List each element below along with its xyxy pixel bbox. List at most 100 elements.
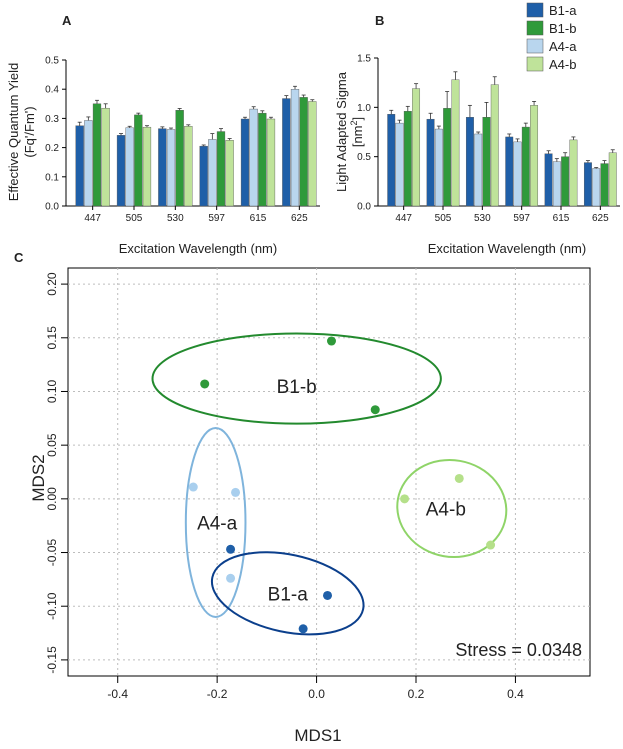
panel-b-xtick-label: 625	[592, 213, 609, 224]
panel-c-xtick-label: 0.0	[308, 687, 325, 701]
panel-a-bar-b1-b-625	[299, 97, 308, 207]
panel-c-xtick-label: 0.2	[408, 687, 425, 701]
ellipse-b1-b	[151, 332, 442, 425]
group-label-b1-a: B1-a	[268, 584, 309, 605]
point-b1-a-1	[226, 544, 236, 554]
panel-c-mds-plot: -0.4 -0.2 0.0 0.2 0.4 -0.15 -0.10 -0.05 0.00 0.05…	[45, 267, 591, 701]
group-label-a4-a: A4-a	[197, 513, 238, 534]
panel-b-bar-a4-b-615	[569, 139, 578, 207]
panel-c-ylabel: MDS2	[29, 454, 48, 501]
panel-c-xtick-label: -0.2	[207, 687, 228, 701]
panel-c-ytick-label: 0.00	[45, 487, 59, 511]
panel-b-bar-b1-b-597	[521, 126, 530, 207]
point-a4-a-2	[231, 487, 241, 497]
panel-c-ytick-label: 0.10	[45, 379, 59, 403]
panel-b-bar-a4-a-625	[592, 168, 601, 207]
legend: B1-a B1-b A4-a A4-b	[526, 2, 577, 72]
panel-a-ylabel-line2: (Fq'/Fm')	[22, 106, 37, 157]
panel-a-ytick-label: 0.2	[45, 143, 59, 154]
panel-b-ylabel-line2: [nm2]	[349, 117, 365, 147]
panel-a-bar-a4-a-625	[290, 88, 300, 207]
legend-label-b1-b: B1-b	[549, 21, 576, 36]
panel-a-ytick-label: 0.4	[45, 85, 59, 96]
point-b1-b-1	[200, 379, 210, 389]
panel-b-bar-b1-b-505	[443, 108, 452, 207]
panel-b-bar-a4-b-625	[608, 152, 617, 207]
panel-letter-a: A	[62, 13, 72, 28]
point-a4-b-1	[400, 494, 410, 504]
panel-b-bar-a4-a-615	[552, 161, 561, 207]
panel-b-bar-b1-b-530	[482, 116, 491, 207]
panel-b-bar-a4-a-447	[395, 122, 404, 207]
panel-a-ytick-label: 0.0	[45, 202, 59, 213]
panel-a-xtick-label: 615	[250, 213, 267, 224]
panel-b-ylabel-sup: 2	[349, 120, 359, 125]
panel-a-bar-a4-b-625	[308, 101, 317, 207]
point-a4-a-3	[226, 573, 236, 583]
panel-a-ytick-label: 0.5	[45, 56, 59, 67]
panel-c-ytick-label: 0.20	[45, 272, 59, 296]
panel-a-bar-b1-a-447	[75, 125, 84, 207]
panel-a-bar-b1-b-530	[175, 110, 184, 207]
panel-a-xtick-label: 505	[126, 213, 143, 224]
legend-label-b1-a: B1-a	[549, 3, 577, 18]
panel-a-ylabel: Effective Quantum Yield (Fq'/Fm')	[6, 63, 37, 202]
group-label-a4-b: A4-b	[426, 500, 466, 521]
panel-b-bar-b1-a-615	[544, 153, 553, 207]
panel-b-ylabel: Light Adapted Sigma [nm2]	[334, 71, 365, 192]
panel-a-bar-a4-b-530	[184, 126, 193, 207]
panel-b-ytick-label: 1.5	[357, 54, 371, 65]
group-label-b1-b: B1-b	[277, 377, 317, 398]
legend-swatch-b1-a	[526, 2, 544, 18]
panel-c-ytick-label: -0.10	[45, 592, 59, 620]
panel-a-bar-a4-a-447	[84, 120, 93, 207]
panel-b-ylabel-line1: Light Adapted Sigma	[334, 71, 349, 192]
legend-swatch-b1-b	[526, 20, 544, 36]
panel-b-bar-b1-a-447	[387, 114, 396, 207]
point-a4-a-1	[188, 482, 198, 492]
stress-annotation: Stress = 0.0348	[455, 640, 582, 660]
panel-b-bar-a4-a-530	[474, 133, 483, 207]
panel-b-xtick-label: 597	[513, 213, 530, 224]
panel-b-xlabel: Excitation Wavelength (nm)	[428, 241, 586, 256]
panel-b-bar-b1-b-625	[600, 163, 609, 207]
panel-a-bar-a4-a-505	[125, 127, 134, 207]
panel-a-bar-b1-a-625	[282, 98, 291, 207]
panel-a-bar-a4-b-447	[101, 107, 110, 207]
panel-a-bar-b1-b-447	[92, 103, 102, 207]
panel-b-xtick-label: 615	[553, 213, 570, 224]
panel-b-bar-b1-a-597	[505, 136, 514, 207]
panel-b-bar-a4-b-597	[530, 105, 539, 207]
panel-b-bar-a4-b-530	[490, 84, 499, 207]
ellipse-a4-b	[396, 458, 508, 559]
panel-a-bar-a4-b-597	[225, 140, 234, 207]
legend-swatch-a4-b	[526, 56, 544, 72]
panel-b-bar-a4-b-505	[451, 79, 460, 207]
panel-a-ylabel-line1: Effective Quantum Yield	[6, 63, 21, 202]
panel-b-bar-chart: 0.0 0.5 1.0 1.5 447 505 530 597 615 625	[357, 54, 620, 224]
panel-b-bar-b1-b-447	[403, 111, 412, 207]
panel-b-bar-b1-a-530	[465, 116, 474, 207]
panel-a-bar-b1-a-530	[158, 128, 167, 207]
panel-b-bar-b1-a-505	[426, 118, 435, 207]
panel-c-frame	[67, 267, 591, 677]
panel-a-bar-a4-a-530	[166, 129, 176, 207]
panel-a-ytick-label: 0.1	[45, 172, 59, 183]
point-b1-b-3	[370, 405, 380, 415]
panel-c-xtick-label: 0.4	[507, 687, 524, 701]
panel-a-bar-b1-a-615	[240, 118, 250, 207]
legend-swatch-a4-a	[526, 38, 544, 54]
panel-c-ytick-label: -0.15	[45, 646, 59, 674]
panel-a-bar-b1-b-615	[258, 112, 267, 207]
point-b1-a-2	[323, 590, 333, 600]
panel-a-bar-a4-b-505	[142, 126, 152, 207]
panel-a-bar-b1-a-597	[199, 145, 208, 207]
panel-c-xlabel: MDS1	[294, 726, 341, 745]
panel-a-bar-a4-b-615	[266, 118, 276, 207]
panel-letter-c: C	[14, 250, 24, 265]
ellipse-b1-a	[210, 551, 365, 636]
panel-a-bar-a4-a-615	[249, 108, 258, 207]
panel-a-xtick-label: 530	[167, 213, 184, 224]
panel-a-bar-b1-b-505	[134, 114, 143, 207]
panel-a-xtick-label: 597	[208, 213, 225, 224]
